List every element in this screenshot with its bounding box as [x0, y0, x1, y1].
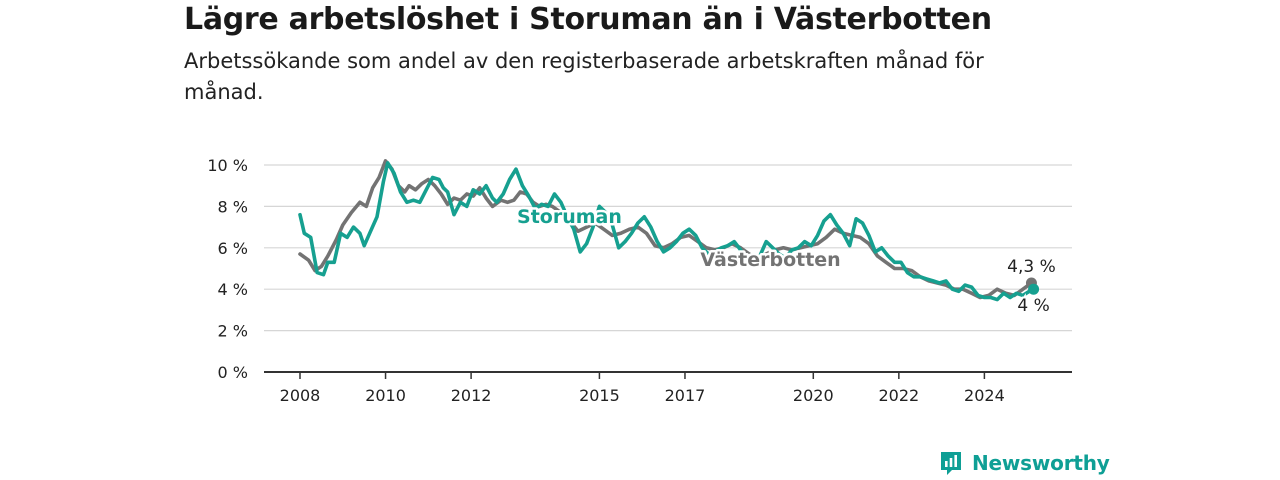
y-tick-label: 2 %	[218, 322, 248, 341]
x-tick-label: 2024	[964, 386, 1005, 405]
x-tick-label: 2008	[280, 386, 321, 405]
y-tick-label: 8 %	[218, 197, 248, 216]
inline-label: Västerbotten	[700, 249, 840, 271]
x-tick-label: 2010	[365, 386, 406, 405]
y-tick-label: 0 %	[218, 363, 248, 382]
y-tick-label: 10 %	[207, 156, 248, 175]
gridlines	[264, 164, 1072, 332]
y-axis-tick-labels: 0 % 2 % 4 % 6 % 8 % 10 %	[207, 156, 248, 382]
x-tick-label: 2017	[665, 386, 706, 405]
inline-label: Storuman	[517, 206, 622, 228]
x-tick-label: 2012	[451, 386, 492, 405]
y-tick-label: 4 %	[218, 280, 248, 299]
newsworthy-logo-icon	[941, 452, 961, 475]
series-lines	[298, 159, 1036, 302]
chart-subtitle: Arbetssökande som andel av den registerb…	[184, 49, 984, 104]
end-value-label: 4,3 %	[1007, 257, 1056, 277]
end-point	[1028, 283, 1040, 295]
x-tick-label: 2020	[793, 386, 834, 405]
series-labels: Storuman Västerbotten 4,3 % 4 %	[515, 203, 1058, 318]
series-line-storuman	[298, 161, 1036, 302]
end-value-label: 4 %	[1017, 296, 1049, 316]
chart-title: Lägre arbetslöshet i Storuman än i Väste…	[184, 2, 992, 37]
y-tick-label: 6 %	[218, 239, 248, 258]
brand-name: Newsworthy	[972, 451, 1110, 475]
x-axis: 2008 2010 2012 2015 2017 2020 2022 2024	[264, 371, 1072, 405]
x-tick-label: 2022	[878, 386, 919, 405]
series-line-vasterbotten	[298, 159, 1034, 300]
x-tick-label: 2015	[579, 386, 620, 405]
brand-logo: Newsworthy	[938, 448, 1110, 478]
